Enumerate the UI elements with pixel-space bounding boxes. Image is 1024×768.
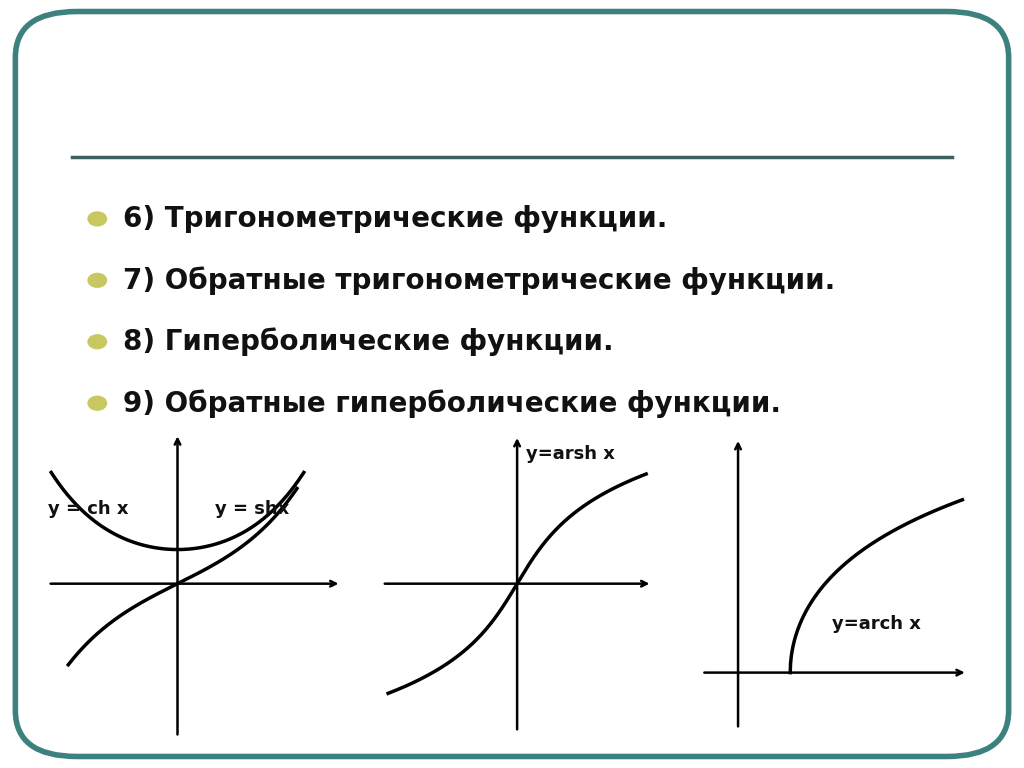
Circle shape xyxy=(88,396,106,410)
Text: 8) Гиперболические функции.: 8) Гиперболические функции. xyxy=(123,327,613,356)
Text: y=arch x: y=arch x xyxy=(831,615,921,633)
FancyBboxPatch shape xyxy=(15,12,1009,756)
Circle shape xyxy=(88,335,106,349)
Text: 7) Обратные тригонометрические функции.: 7) Обратные тригонометрические функции. xyxy=(123,266,836,295)
Circle shape xyxy=(88,273,106,287)
Text: y = shx: y = shx xyxy=(215,500,290,518)
Text: 9) Обратные гиперболические функции.: 9) Обратные гиперболические функции. xyxy=(123,389,781,418)
Text: y = ch x: y = ch x xyxy=(48,500,128,518)
Text: 6) Тригонометрические функции.: 6) Тригонометрические функции. xyxy=(123,205,668,233)
Circle shape xyxy=(88,212,106,226)
Text: y=arsh x: y=arsh x xyxy=(526,445,615,463)
